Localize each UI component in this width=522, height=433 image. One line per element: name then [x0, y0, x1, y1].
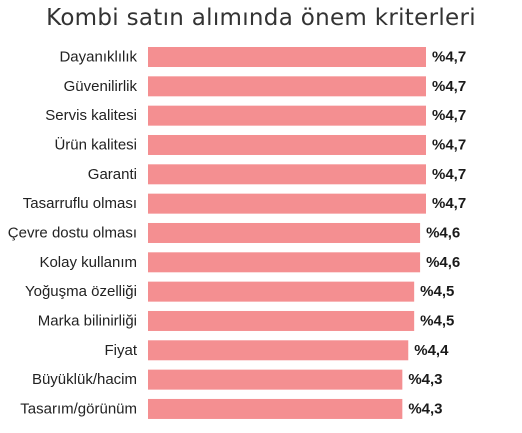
category-label: Tasarım/görünüm — [20, 400, 137, 417]
bar — [148, 193, 426, 214]
bar — [148, 47, 426, 67]
bar — [148, 398, 403, 419]
bar — [148, 310, 415, 331]
value-label: %4,7 — [432, 166, 466, 183]
chart-title: Kombi satın alımında önem kriterleri — [46, 5, 476, 31]
category-label: Kolay kullanım — [39, 254, 137, 271]
category-label: Yoğuşma özelliği — [25, 283, 137, 300]
category-labels: Dayanıklılık Güvenilirlik Servis kalitesi Ü… — [8, 49, 138, 418]
bars-group — [148, 47, 426, 419]
bar — [148, 369, 403, 390]
value-label: %4,7 — [432, 107, 466, 124]
value-label: %4,4 — [414, 342, 449, 359]
category-label: Fiyat — [104, 342, 137, 359]
value-label: %4,7 — [432, 136, 466, 153]
value-label: %4,7 — [432, 195, 466, 212]
bar — [148, 76, 426, 97]
value-label: %4,3 — [408, 371, 442, 388]
bar — [148, 252, 421, 273]
bar — [148, 164, 426, 185]
value-label: %4,7 — [432, 78, 466, 95]
bar — [148, 134, 426, 155]
bar — [148, 105, 426, 126]
category-label: Tasarruflu olması — [23, 195, 137, 212]
category-label: Ürün kalitesi — [54, 135, 137, 153]
category-label: Çevre dostu olması — [8, 224, 137, 241]
category-label: Güvenilirlik — [64, 78, 138, 95]
bar — [148, 281, 415, 302]
value-label: %4,6 — [426, 254, 460, 271]
bar — [148, 340, 409, 361]
value-label: %4,7 — [432, 49, 466, 66]
category-label: Dayanıklılık — [59, 49, 137, 66]
category-label: Garanti — [88, 166, 137, 183]
value-label: %4,5 — [420, 283, 454, 300]
value-label: %4,5 — [420, 312, 454, 329]
bar — [148, 222, 421, 243]
value-label: %4,3 — [408, 400, 442, 417]
category-label: Marka bilinirliği — [38, 312, 137, 329]
value-label: %4,6 — [426, 224, 460, 241]
value-labels: %4,7 %4,7 %4,7 %4,7 %4,7 %4,7 %4,6 %4,6 %4,5 %4,5… — [408, 49, 466, 418]
category-label: Büyüklük/hacim — [32, 371, 137, 388]
category-label: Servis kalitesi — [45, 107, 137, 124]
